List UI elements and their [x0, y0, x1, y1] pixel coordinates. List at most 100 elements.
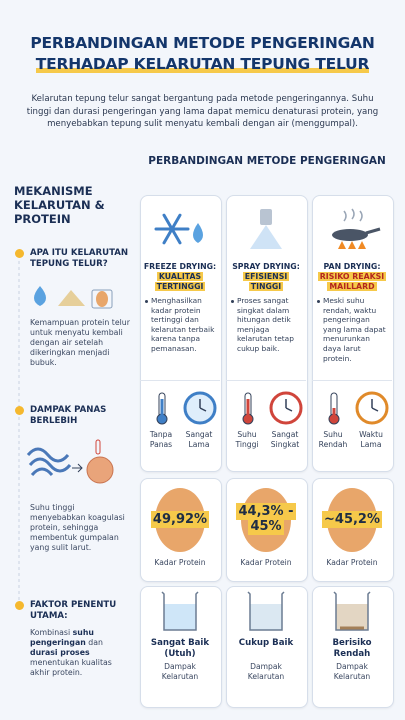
nozzle — [260, 209, 272, 225]
section-text: Kemampuan protein telur untuk menyatu ke… — [30, 318, 130, 368]
drop — [193, 223, 203, 243]
solubility-label: Dampak Kelarutan — [333, 662, 371, 681]
arrow-icon — [72, 463, 83, 473]
divider — [226, 380, 306, 381]
divider — [140, 380, 220, 381]
factor-icon — [156, 392, 168, 425]
clock-hands — [285, 399, 293, 412]
method-name: PAN DRYING: — [323, 262, 381, 271]
section-text: Kombinasi suhu pengeringan dan durasi pr… — [30, 628, 130, 678]
solubility-value: Cukup Baik — [238, 638, 294, 648]
bullet — [145, 300, 148, 303]
factor-icon — [183, 391, 217, 425]
solubility-panel — [312, 586, 394, 708]
steam — [343, 208, 363, 222]
thermometer-level — [246, 399, 250, 418]
protein-label: Kadar Protein — [326, 558, 378, 567]
solubility-label: Dampak Kelarutan — [161, 662, 199, 681]
clump-icon — [86, 456, 114, 484]
factor-label: Suhu Rendah — [318, 430, 348, 449]
beaker — [333, 591, 371, 631]
section-heading: FAKTOR PENENTU UTAMA: — [30, 600, 117, 621]
protein-icon — [26, 447, 72, 477]
protein-label: Kadar Protein — [240, 558, 292, 567]
factor-icon — [355, 391, 389, 425]
liquid — [164, 604, 196, 630]
factor-icon — [269, 391, 303, 425]
method-icon — [250, 209, 282, 249]
pan — [332, 229, 368, 241]
bullet — [317, 300, 320, 303]
method-tag: KUALITAS TERTINGGI — [144, 272, 216, 292]
method-tag: EFISIENSI TINGGI — [230, 272, 302, 292]
beaker-icon — [161, 591, 199, 631]
flames — [338, 241, 366, 249]
thermo-icon — [95, 439, 101, 455]
text-segment: Kombinasi — [30, 628, 73, 637]
method-name: FREEZE DRYING: — [143, 262, 217, 271]
liquid — [250, 604, 282, 630]
snowflake-arm — [170, 227, 182, 245]
method-panel — [312, 195, 394, 472]
egg-icon — [96, 291, 108, 307]
factor-icon — [328, 392, 340, 425]
protein-label: Kadar Protein — [154, 558, 206, 567]
factor-label: Sangat Singkat — [270, 430, 300, 449]
text-segment: suhu pengeringan — [30, 628, 94, 647]
section-text: Suhu tinggi menyebabkan koagulasi protei… — [30, 503, 130, 553]
factor-label: Suhu Tinggi — [235, 430, 259, 449]
beaker-icon — [247, 591, 285, 631]
text-segment: durasi proses — [30, 648, 90, 657]
snowflake-arm — [162, 227, 174, 245]
divider — [312, 380, 392, 381]
section-dot — [15, 601, 24, 610]
beaker-icon — [333, 591, 371, 631]
tag-text: KUALITAS TERTINGGI — [154, 272, 206, 291]
protein-value: 49,92% — [142, 511, 218, 528]
comparison-title: PERBANDINGAN METODE PENGERINGAN — [148, 155, 386, 167]
factor-label: Waktu Lama — [359, 430, 383, 449]
solubility-value: Berisiko Rendah — [332, 638, 372, 659]
method-name: SPRAY DRYING: — [232, 262, 300, 271]
section-heading: DAMPAK PANAS BERLEBIH — [30, 405, 107, 426]
section-heading: APA ITU KELARUTAN TEPUNG TELUR? — [30, 248, 129, 269]
beaker — [247, 591, 285, 631]
section-dot — [15, 406, 24, 415]
text-segment: dan — [85, 638, 103, 647]
protein-text: ~45,2% — [322, 511, 382, 528]
text-segment: menentukan kualitas akhir protein. — [30, 658, 112, 677]
title-line: TERHADAP KELARUTAN TEPUNG TELUR — [0, 55, 405, 73]
method-description: Proses sangat singkat dalam hitungan det… — [237, 296, 294, 353]
section-dot — [15, 249, 24, 258]
clock-hands — [199, 399, 207, 412]
method-panel — [140, 195, 222, 472]
solubility-value: Sangat Baik (Utuh) — [150, 638, 210, 659]
thermometer-level — [160, 399, 164, 418]
thermometer-level — [332, 408, 336, 418]
title-line: PERBANDINGAN METODE PENGERINGAN — [30, 34, 375, 52]
protein-value: 44,3% - 45% — [228, 503, 304, 535]
text-segment: Suhu tinggi menyebabkan koagulasi protei… — [30, 503, 125, 552]
protein-value: ~45,2% — [314, 511, 390, 528]
pan-handle — [365, 227, 381, 235]
factor-icon — [242, 392, 254, 425]
mechanism-title: MEKANISME KELARUTAN & PROTEIN — [14, 184, 105, 226]
drop-icon — [34, 286, 46, 306]
liquid — [336, 604, 368, 630]
factor-label: Sangat Lama — [185, 430, 213, 449]
method-tag: RISIKO REAKSI MAILLARD — [316, 272, 388, 292]
powder-icon — [58, 290, 85, 306]
snowflake-arm — [162, 213, 174, 231]
method-icon — [154, 213, 203, 245]
text-segment: Kemampuan protein telur untuk menyatu ke… — [30, 318, 130, 367]
protein-text: 44,3% - 45% — [236, 503, 296, 535]
method-description: Meski suhu rendah, waktu pengeringan yan… — [323, 296, 386, 363]
tag-text: EFISIENSI TINGGI — [242, 272, 290, 291]
beaker — [161, 591, 199, 631]
factor-label: Tanpa Panas — [149, 430, 173, 449]
glass-icon — [91, 289, 113, 309]
title-highlight: TERHADAP KELARUTAN TEPUNG TELUR — [35, 55, 370, 73]
snowflake-arm — [170, 213, 182, 231]
